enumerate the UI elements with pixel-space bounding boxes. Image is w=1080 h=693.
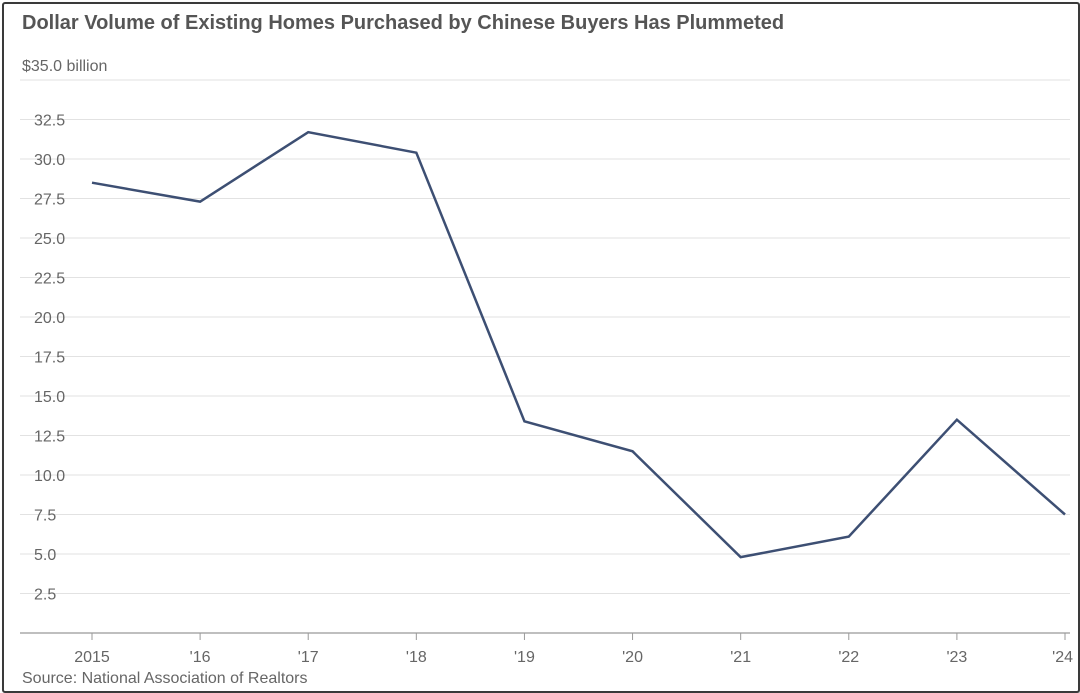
y-axis-unit-label: $35.0 billion xyxy=(22,58,108,75)
series-line-0 xyxy=(91,130,1066,559)
x-tick-label: '23 xyxy=(946,649,967,666)
y-tick-label: 10.0 xyxy=(34,468,65,485)
y-tick-label: 2.5 xyxy=(34,587,56,604)
x-tick-label: '16 xyxy=(190,649,211,666)
y-tick-label: 32.5 xyxy=(34,113,65,130)
y-tick-label: 30.0 xyxy=(34,152,65,169)
y-tick-label: 12.5 xyxy=(34,429,65,446)
y-tick-label: 17.5 xyxy=(34,350,65,367)
x-tick-label: '20 xyxy=(622,649,643,666)
x-tick-label: '22 xyxy=(838,649,859,666)
x-tick-label: '17 xyxy=(298,649,319,666)
y-tick-label: 27.5 xyxy=(34,192,65,209)
y-tick-label: 20.0 xyxy=(34,310,65,327)
x-tick-label: '24 xyxy=(1052,649,1073,666)
x-tick-label: '21 xyxy=(730,649,751,666)
source-note: Source: National Association of Realtors xyxy=(22,670,308,687)
x-tick-label: 2015 xyxy=(74,649,110,666)
x-tick-label: '18 xyxy=(406,649,427,666)
y-tick-label: 7.5 xyxy=(34,508,56,525)
y-tick-label: 15.0 xyxy=(34,389,65,406)
y-tick-label: 25.0 xyxy=(34,231,65,248)
chart-title: Dollar Volume of Existing Homes Purchase… xyxy=(22,12,785,34)
x-tick-label: '19 xyxy=(514,649,535,666)
y-tick-label: 22.5 xyxy=(34,271,65,288)
y-tick-label: 5.0 xyxy=(34,547,56,564)
